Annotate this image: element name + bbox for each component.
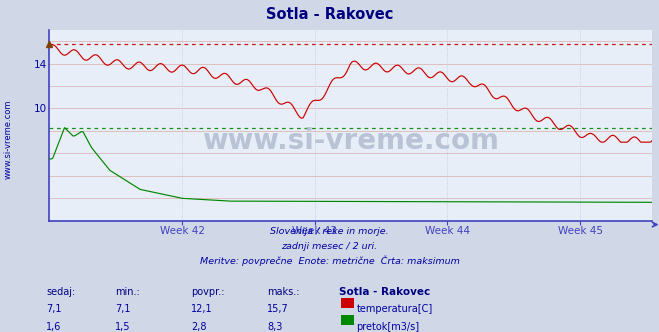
- Text: pretok[m3/s]: pretok[m3/s]: [357, 322, 420, 332]
- Text: www.si-vreme.com: www.si-vreme.com: [202, 126, 500, 155]
- Text: www.si-vreme.com: www.si-vreme.com: [3, 100, 13, 179]
- Text: sedaj:: sedaj:: [46, 287, 75, 297]
- Text: Slovenija / reke in morje.: Slovenija / reke in morje.: [270, 227, 389, 236]
- Text: Meritve: povprečne  Enote: metrične  Črta: maksimum: Meritve: povprečne Enote: metrične Črta:…: [200, 256, 459, 267]
- Text: Sotla - Rakovec: Sotla - Rakovec: [266, 7, 393, 22]
- Text: 7,1: 7,1: [115, 304, 131, 314]
- Text: povpr.:: povpr.:: [191, 287, 225, 297]
- Text: temperatura[C]: temperatura[C]: [357, 304, 433, 314]
- Text: 1,5: 1,5: [115, 322, 131, 332]
- Text: maks.:: maks.:: [267, 287, 299, 297]
- Text: 1,6: 1,6: [46, 322, 61, 332]
- Text: zadnji mesec / 2 uri.: zadnji mesec / 2 uri.: [281, 242, 378, 251]
- Text: Sotla - Rakovec: Sotla - Rakovec: [339, 287, 430, 297]
- Text: 15,7: 15,7: [267, 304, 289, 314]
- Text: 2,8: 2,8: [191, 322, 207, 332]
- Text: 12,1: 12,1: [191, 304, 213, 314]
- Text: 8,3: 8,3: [267, 322, 282, 332]
- Text: 7,1: 7,1: [46, 304, 62, 314]
- Text: min.:: min.:: [115, 287, 140, 297]
